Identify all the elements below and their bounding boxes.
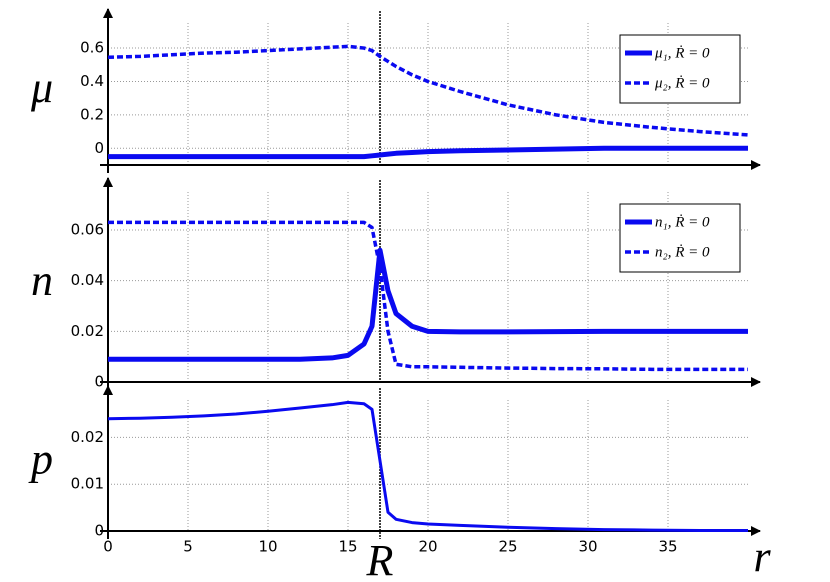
y-tick-label: 0: [94, 522, 104, 540]
x-tick-label: 30: [578, 538, 597, 556]
legend-box: [619, 203, 741, 273]
y-tick-label: 0: [94, 373, 104, 391]
y-tick-label: 0.4: [80, 72, 104, 90]
x-tick-label: 25: [498, 538, 517, 556]
y-tick-label: 0.02: [71, 428, 104, 446]
y-tick-label: 0.01: [71, 475, 104, 493]
legend-label: μ₁, Ṙ = 0: [654, 45, 710, 61]
data-line: [108, 145, 748, 160]
data-line: [107, 400, 748, 533]
x-axis-label: r: [753, 532, 771, 581]
x-tick-label: 15: [338, 538, 357, 556]
legend-label: n₂, Ṙ = 0: [655, 244, 710, 260]
legend: n₁, Ṙ = 0 n₂, Ṙ = 0: [619, 203, 741, 273]
y-axis-label: p: [28, 435, 53, 484]
y-tick-label: 0.6: [80, 39, 104, 57]
y-tick-label: 0.2: [80, 105, 104, 123]
legend-box: [619, 34, 741, 104]
legend-label: n₁, Ṙ = 0: [655, 214, 710, 230]
y-tick-label: 0.06: [71, 221, 104, 239]
y-tick-label: 0: [94, 139, 104, 157]
data-line: [108, 220, 748, 372]
legend-label: μ₂, Ṙ = 0: [654, 75, 710, 91]
y-axis-label: n: [31, 256, 53, 305]
annotation: R: [366, 536, 394, 582]
data-line: [108, 247, 748, 362]
x-tick-label: 20: [418, 538, 437, 556]
x-tick-label: 0: [103, 538, 113, 556]
x-tick-label: 10: [258, 538, 277, 556]
y-tick-label: 0.04: [71, 271, 104, 289]
y-tick-label: 0.02: [71, 322, 104, 340]
y-axis-label: μ: [30, 63, 53, 112]
x-tick-label: 35: [658, 538, 677, 556]
data-line: [107, 44, 749, 137]
legend: μ₁, Ṙ = 0 μ₂, Ṙ = 0: [619, 34, 741, 104]
x-tick-label: 5: [183, 538, 193, 556]
